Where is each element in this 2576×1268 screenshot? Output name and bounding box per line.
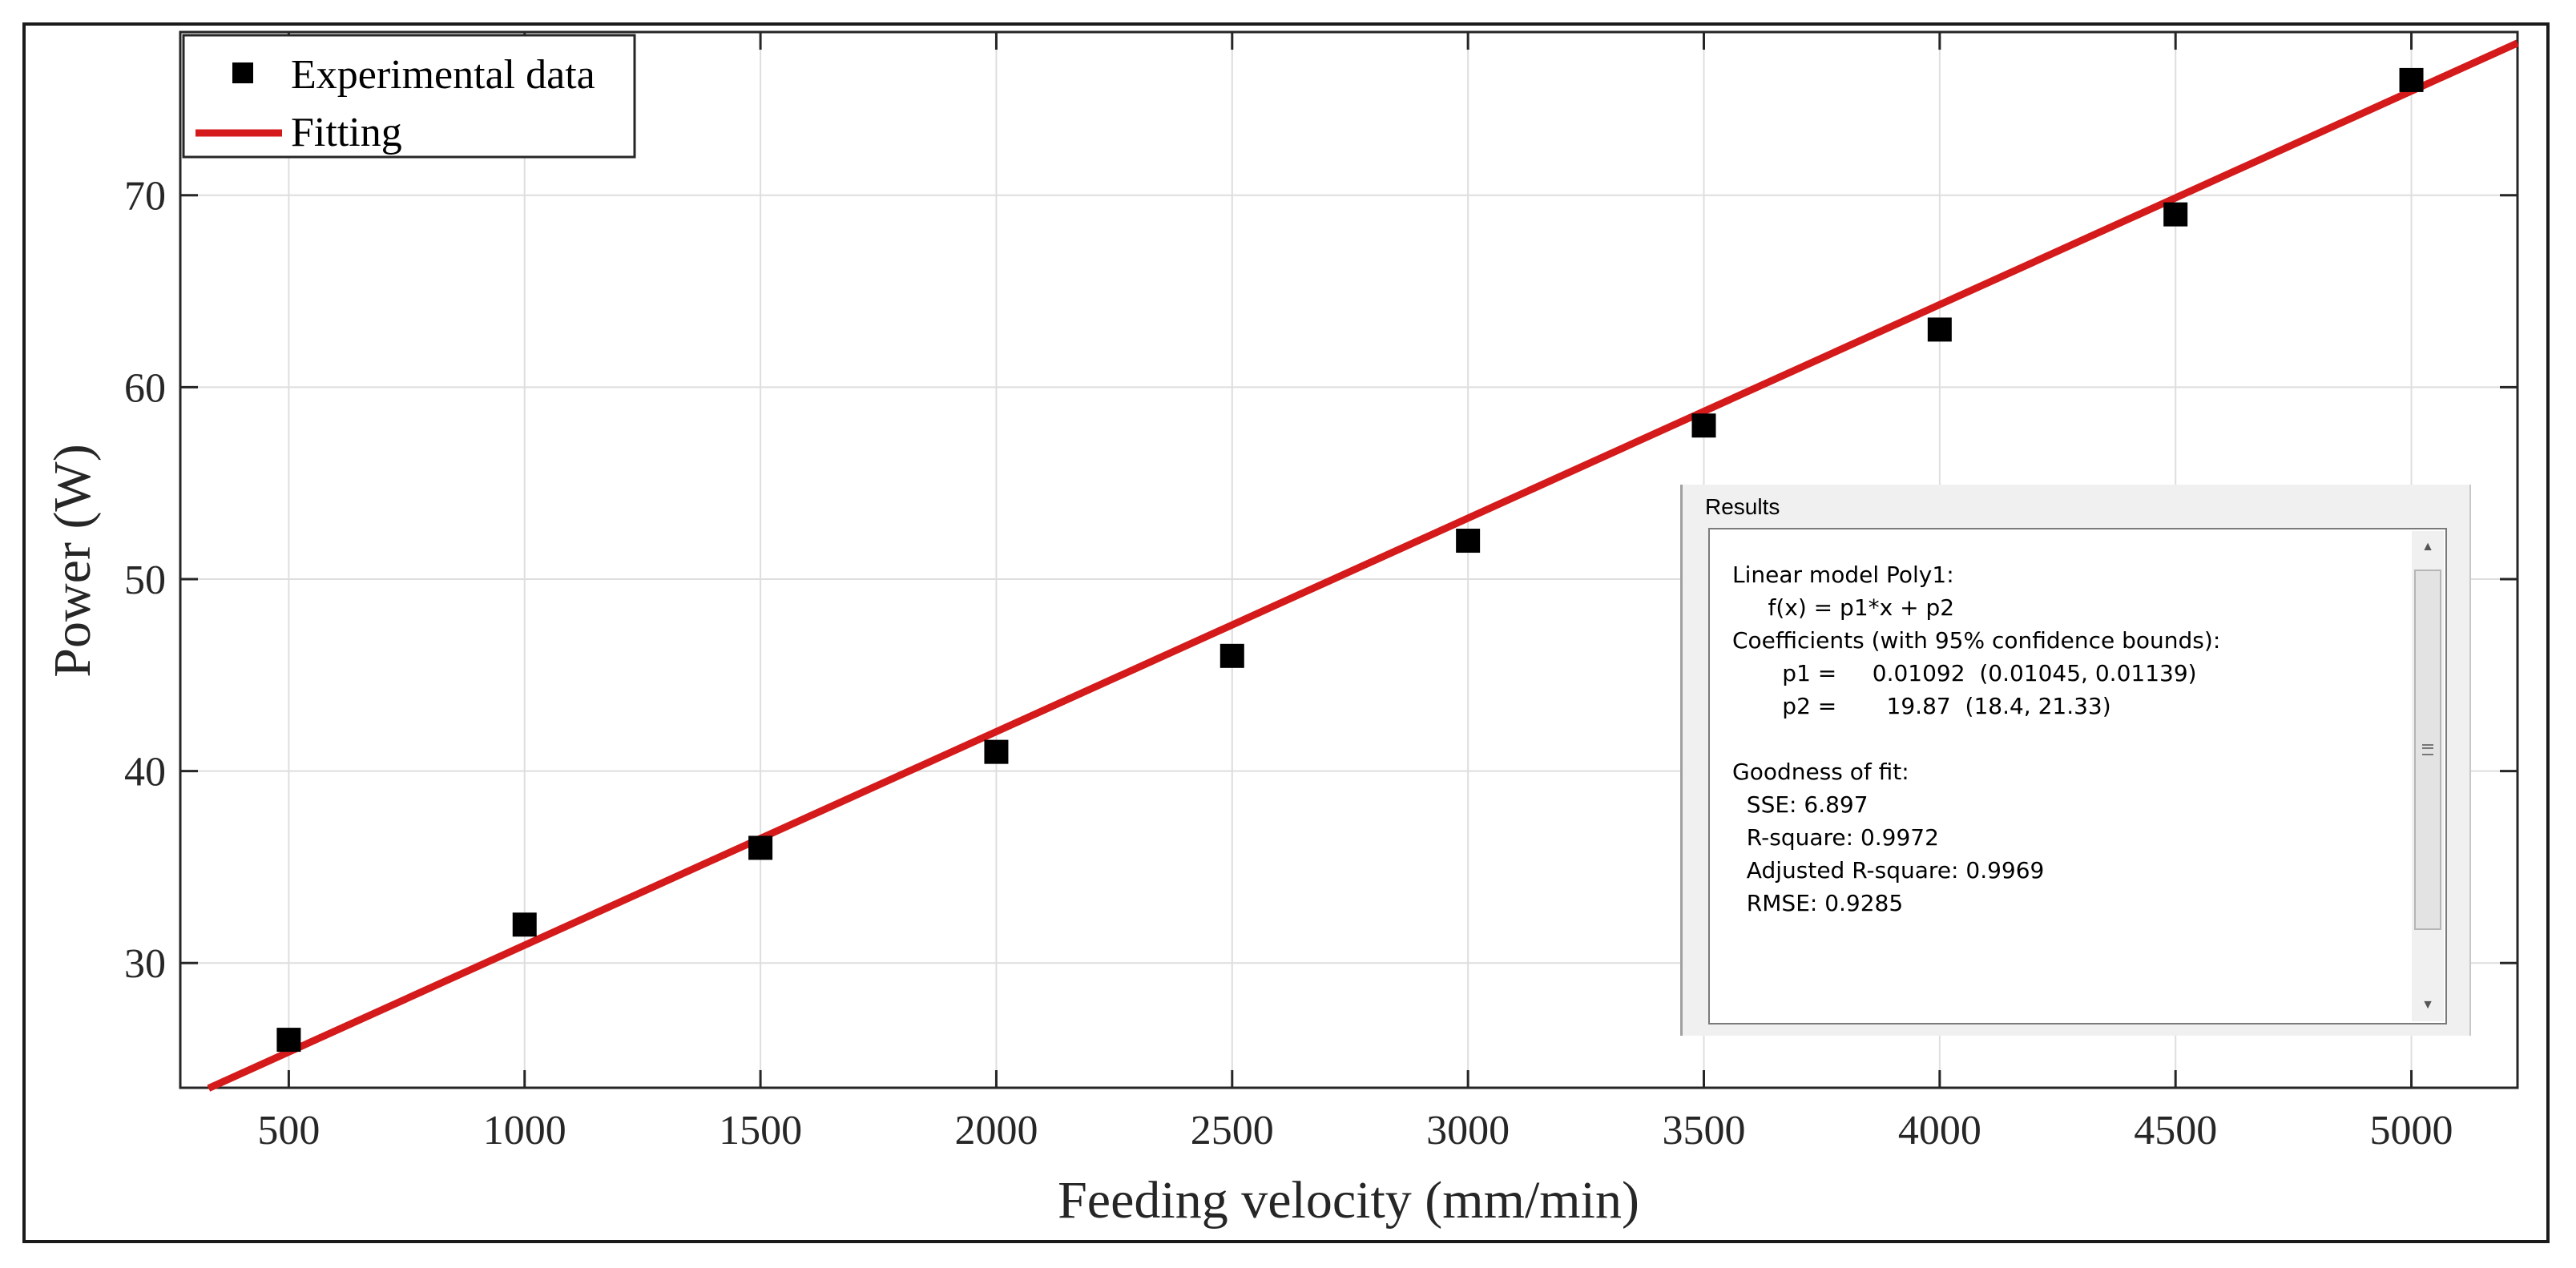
x-tick-label: 1500 [719,1108,802,1153]
legend-box [182,34,636,159]
y-tick-label: 70 [124,174,166,219]
results-title: Results [1705,494,1780,519]
data-point [1927,317,1952,342]
ticks: 500 1000 1500 2000 2500 3000 3500 4000 4500 5000 3… [124,32,2518,1153]
legend-label-fitting: Fitting [291,110,402,155]
results-line: Linear model Poly1: [1732,562,1954,588]
data-point [1219,643,1244,668]
plot-area-border [179,30,2519,1089]
data-point [1456,529,1481,553]
y-tick-label: 60 [124,365,166,411]
results-line: SSE: 6.897 [1732,791,1869,818]
x-axis-title: Feeding velocity (mm/min) [1058,1171,1639,1230]
y-tick-label: 30 [124,941,166,987]
data-point [2399,67,2424,92]
x-tick-label: 3000 [1426,1108,1510,1153]
results-line: p2 = 19.87 (18.4, 21.33) [1732,693,2111,719]
series [207,39,2519,1092]
data-point [984,739,1009,764]
results-panel: Results Linear model Poly1: f(x) = p1*x … [1680,485,2471,1036]
data-point [276,1028,301,1053]
grip-icon [2422,744,2433,755]
figure-frame [22,22,2550,1243]
data-point [1691,413,1716,438]
results-text: Linear model Poly1: f(x) = p1*x + p2 Coef… [1732,558,2220,920]
results-line: RMSE: 0.9285 [1732,890,1904,916]
results-line: R-square: 0.9972 [1732,824,1939,851]
scroll-up-arrow-icon[interactable]: ▲ [2421,540,2434,553]
results-scrollbar[interactable]: ▲ ▼ [2412,531,2444,1021]
legend-marker-experimental [232,62,253,83]
x-tick-label: 3500 [1662,1108,1745,1153]
data-point [748,835,773,860]
x-tick-label: 500 [257,1108,320,1153]
x-tick-label: 4000 [1898,1108,1981,1153]
legend: Experimental data Fitting [182,34,636,159]
y-tick-label: 50 [124,558,166,603]
x-tick-label: 2500 [1191,1108,1274,1153]
results-line: f(x) = p1*x + p2 [1732,594,1955,621]
x-tick-label: 1000 [483,1108,566,1153]
axes [179,30,2519,1089]
fitting-line [207,39,2519,1092]
x-tick-label: 4500 [2134,1108,2217,1153]
y-axis-title: Power (W) [43,444,102,677]
data-point [512,912,537,937]
results-line: Coefficients (with 95% confidence bounds… [1732,627,2221,654]
results-line [1732,723,2220,755]
results-line: p1 = 0.01092 (0.01045, 0.01139) [1732,660,2197,686]
data-point [2163,202,2188,227]
x-tick-label: 2000 [954,1108,1038,1153]
results-line: Goodness of fit: [1732,759,1909,785]
legend-label-experimental: Experimental data [291,52,595,98]
x-tick-label: 5000 [2370,1108,2453,1153]
y-tick-label: 40 [124,750,166,795]
scroll-thumb[interactable] [2414,570,2441,930]
results-text-box[interactable]: Linear model Poly1: f(x) = p1*x + p2 Coef… [1708,528,2447,1024]
results-line: Adjusted R-square: 0.9969 [1732,857,2045,884]
scroll-down-arrow-icon[interactable]: ▼ [2421,998,2434,1012]
